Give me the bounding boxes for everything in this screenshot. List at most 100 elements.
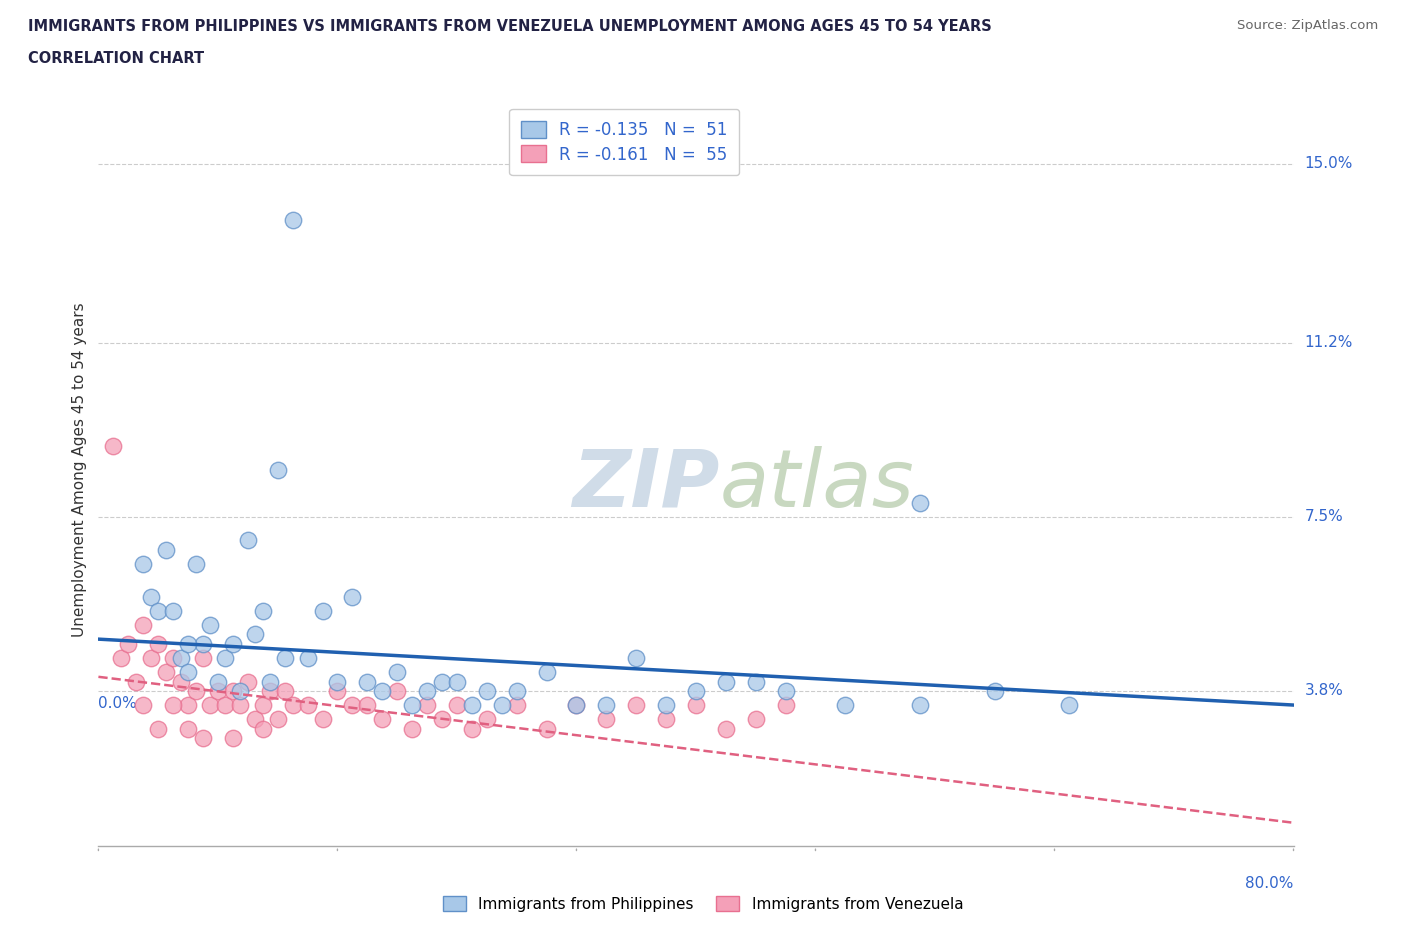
Point (274, 684, 297, 698)
Point (297, 698, 319, 712)
Point (461, 721, 484, 736)
Point (356, 698, 378, 712)
Point (565, 698, 588, 712)
Point (461, 698, 484, 712)
Point (207, 684, 229, 698)
Point (162, 698, 184, 712)
Point (184, 556, 207, 571)
Point (191, 636, 214, 651)
Point (430, 674, 453, 689)
Point (506, 698, 529, 712)
Text: CORRELATION CHART: CORRELATION CHART (28, 51, 204, 66)
Point (267, 711, 290, 726)
Point (745, 674, 768, 689)
Point (536, 721, 558, 736)
Point (236, 533, 259, 548)
Point (245, 711, 267, 726)
Point (371, 711, 394, 726)
Point (177, 721, 200, 736)
Point (245, 627, 267, 642)
Point (132, 618, 155, 632)
Point (222, 684, 245, 698)
Point (252, 721, 274, 736)
Point (148, 604, 170, 618)
Point (117, 636, 139, 651)
Point (177, 698, 200, 712)
Point (191, 731, 214, 746)
Point (416, 684, 439, 698)
Point (356, 674, 378, 689)
Point (714, 721, 737, 736)
Point (342, 698, 364, 712)
Point (297, 651, 319, 666)
Point (139, 590, 162, 604)
Point (685, 698, 707, 712)
Point (139, 651, 162, 666)
Point (685, 684, 707, 698)
Point (775, 698, 797, 712)
Point (475, 711, 498, 726)
Point (103, 439, 125, 454)
Point (626, 698, 648, 712)
Point (506, 684, 529, 698)
Point (655, 711, 678, 726)
Point (222, 636, 245, 651)
Y-axis label: Unemployment Among Ages 45 to 54 years: Unemployment Among Ages 45 to 54 years (72, 302, 87, 637)
Text: Source: ZipAtlas.com: Source: ZipAtlas.com (1237, 19, 1378, 32)
Point (536, 665, 558, 680)
Point (132, 556, 155, 571)
Point (595, 711, 617, 726)
Point (342, 590, 364, 604)
Point (326, 674, 349, 689)
Point (200, 618, 222, 632)
Text: 3.8%: 3.8% (1305, 684, 1344, 698)
Point (125, 674, 148, 689)
Point (626, 651, 648, 666)
Point (565, 698, 588, 712)
Point (207, 674, 229, 689)
Point (274, 651, 297, 666)
Point (259, 684, 281, 698)
Point (595, 698, 617, 712)
Point (281, 698, 304, 712)
Point (259, 674, 281, 689)
Point (326, 684, 349, 698)
Point (169, 651, 191, 666)
Point (162, 604, 184, 618)
Point (236, 674, 259, 689)
Point (714, 674, 737, 689)
Point (155, 665, 177, 680)
Point (385, 684, 409, 698)
Point (491, 698, 513, 712)
Text: 0.0%: 0.0% (98, 696, 138, 711)
Text: 11.2%: 11.2% (1305, 335, 1353, 350)
Legend: R = -0.135   N =  51, R = -0.161   N =  55: R = -0.135 N = 51, R = -0.161 N = 55 (509, 109, 740, 175)
Point (222, 731, 245, 746)
Point (401, 721, 423, 736)
Point (371, 684, 394, 698)
Point (416, 698, 439, 712)
Text: 15.0%: 15.0% (1305, 156, 1353, 171)
Point (655, 698, 678, 712)
Point (148, 721, 170, 736)
Point (908, 698, 931, 712)
Point (177, 665, 200, 680)
Point (191, 651, 214, 666)
Point (214, 698, 236, 712)
Point (745, 711, 768, 726)
Text: ZIP: ZIP (572, 445, 720, 524)
Point (162, 651, 184, 666)
Point (446, 674, 468, 689)
Point (311, 711, 333, 726)
Point (401, 698, 423, 712)
Point (311, 604, 333, 618)
Point (184, 684, 207, 698)
Point (984, 684, 1007, 698)
Point (281, 213, 304, 228)
Point (252, 698, 274, 712)
Text: 7.5%: 7.5% (1305, 510, 1343, 525)
Legend: Immigrants from Philippines, Immigrants from Venezuela: Immigrants from Philippines, Immigrants … (437, 889, 969, 918)
Point (475, 684, 498, 698)
Point (148, 636, 170, 651)
Point (110, 651, 132, 666)
